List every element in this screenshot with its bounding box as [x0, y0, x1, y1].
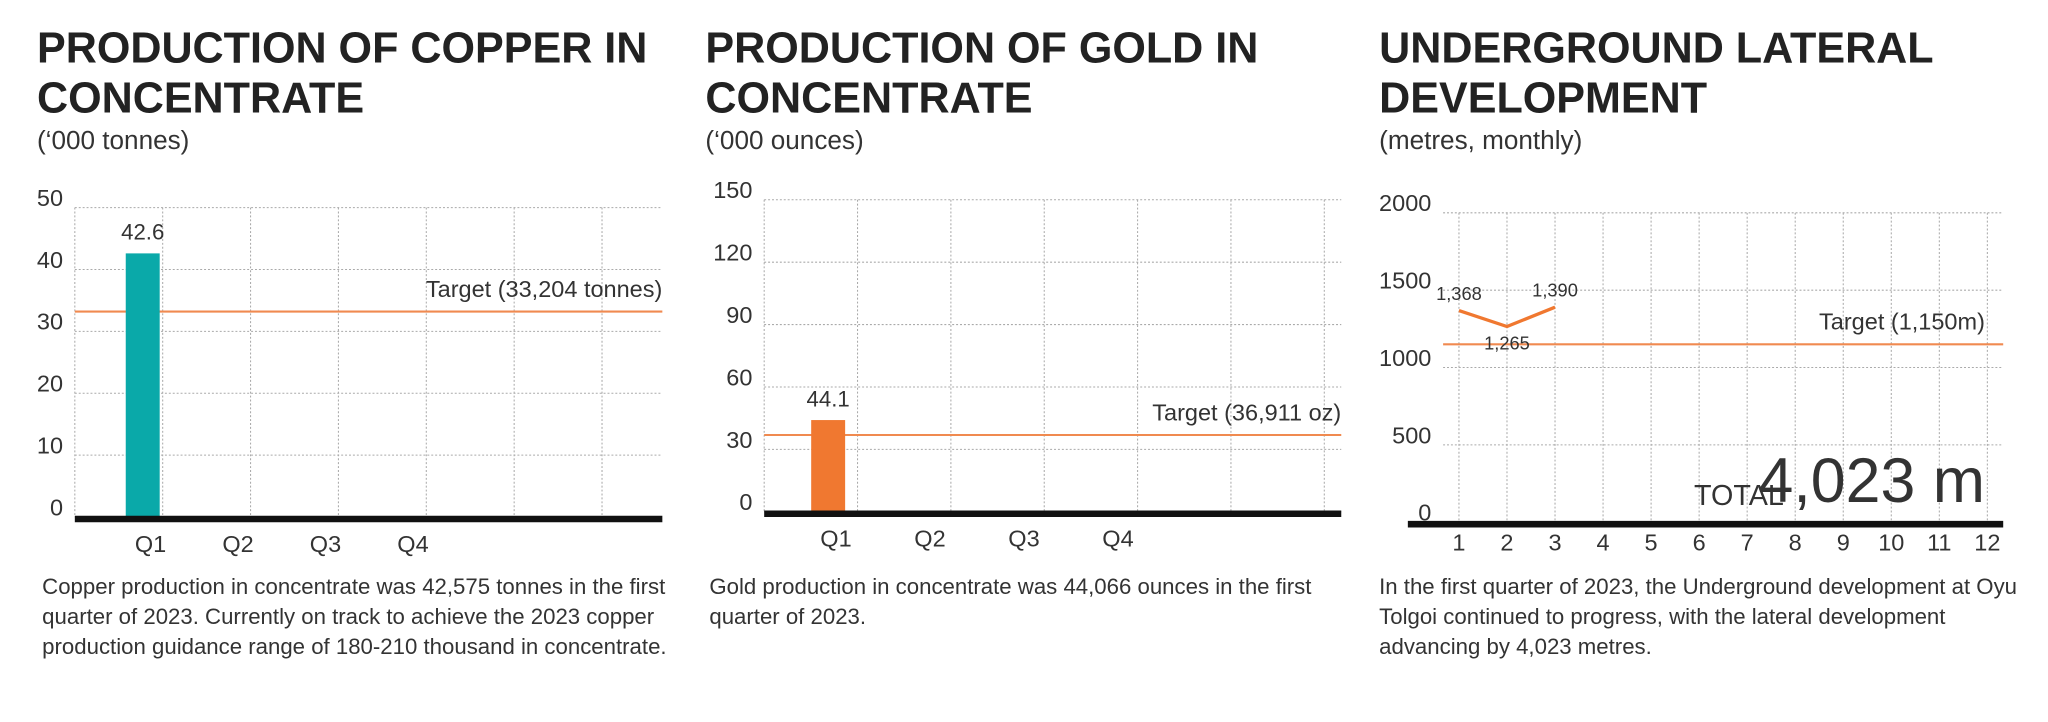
chart-subtitle-box: (‘000 tonnes): [36, 126, 190, 156]
line: [1458, 305, 1556, 329]
chart-title: UNDERGROUND LATERAL DEVELOPMENT: [1379, 23, 1933, 122]
chart-title-box: UNDERGROUND LATERAL DEVELOPMENT: [1379, 23, 1933, 122]
bar: [125, 253, 160, 518]
chart-subtitle: (metres, monthly): [1379, 126, 1583, 156]
y-tick-label: 30: [726, 427, 752, 453]
x-tick-label: 1: [1452, 530, 1465, 556]
x-tick-label: 12: [1974, 530, 2000, 556]
y-tick-label: 1000: [1379, 345, 1431, 371]
total-value: 4,023 m: [1759, 446, 1985, 516]
value-label: 42.6: [121, 220, 164, 245]
chart-subtitle: (‘000 tonnes): [36, 126, 190, 156]
target-label: Target (1,150m): [1819, 309, 1985, 335]
target-label: Target (33,204 tonnes): [426, 276, 662, 302]
x-tick-label: 7: [1741, 530, 1754, 556]
y-tick-label: 60: [726, 364, 752, 390]
y-tick-label: 90: [726, 302, 752, 328]
x-tick-label: 10: [1878, 530, 1904, 556]
description: Gold production in concentrate was 44,06…: [709, 574, 1312, 630]
y-tick-label: 1500: [1379, 268, 1431, 294]
y-tick-label: 30: [37, 309, 63, 335]
value-label: 1,368: [1436, 283, 1482, 304]
x-tick-label: Q1: [820, 526, 851, 552]
value-label: 1,390: [1532, 279, 1578, 300]
chart-subtitle-box: (‘000 ounces): [705, 126, 864, 156]
y-tick-label: 500: [1392, 422, 1431, 448]
x-tick-label: 3: [1548, 530, 1561, 556]
x-tick-label: 4: [1597, 530, 1610, 556]
y-tick-label: 0: [50, 494, 63, 520]
x-tick-label: Q3: [1008, 526, 1039, 552]
y-tick-label: 2000: [1379, 190, 1431, 216]
chart-title: PRODUCTION OF COPPER IN CONCENTRATE: [36, 23, 648, 122]
y-tick-label: 0: [1418, 500, 1431, 526]
chart-subtitle: (‘000 ounces): [705, 126, 864, 156]
target-label: Target (36,911 oz): [1152, 399, 1341, 425]
x-tick-label: 5: [1645, 530, 1658, 556]
x-tick-label: Q2: [914, 526, 945, 552]
y-tick-label: 20: [37, 371, 63, 397]
y-tick-label: 10: [37, 433, 63, 459]
total-label: TOTAL: [1694, 480, 1784, 512]
y-tick-label: 50: [37, 185, 63, 211]
value-label: 44.1: [807, 386, 850, 411]
description: Copper production in concentrate was 42,…: [42, 574, 667, 660]
x-tick-label: Q1: [135, 531, 166, 557]
y-tick-label: 150: [713, 177, 752, 203]
x-tick-label: Q4: [397, 531, 428, 557]
x-tick-label: 6: [1693, 530, 1706, 556]
chart-subtitle-box: (metres, monthly): [1379, 126, 1583, 156]
x-tick-label: 2: [1500, 530, 1513, 556]
description: In the first quarter of 2023, the Underg…: [1379, 574, 2018, 660]
x-tick-label: Q4: [1102, 526, 1133, 552]
chart-title-box: PRODUCTION OF COPPER IN CONCENTRATE: [36, 23, 648, 122]
x-tick-label: 11: [1927, 530, 1951, 556]
description-box: Gold production in concentrate was 44,06…: [709, 574, 1312, 630]
y-tick-label: 40: [37, 247, 63, 273]
y-tick-label: 120: [713, 240, 752, 266]
x-tick-label: Q2: [222, 531, 253, 557]
description-box: In the first quarter of 2023, the Underg…: [1379, 574, 2018, 660]
chart-title: PRODUCTION OF GOLD IN CONCENTRATE: [705, 23, 1259, 122]
bar: [811, 420, 846, 512]
value-label: 1,265: [1484, 333, 1530, 354]
x-tick-label: Q3: [310, 531, 341, 557]
description-box: Copper production in concentrate was 42,…: [42, 574, 667, 660]
chart-title-box: PRODUCTION OF GOLD IN CONCENTRATE: [705, 23, 1259, 122]
x-tick-label: 8: [1789, 530, 1802, 556]
x-tick-label: 9: [1837, 530, 1850, 556]
y-tick-label: 0: [739, 489, 752, 515]
